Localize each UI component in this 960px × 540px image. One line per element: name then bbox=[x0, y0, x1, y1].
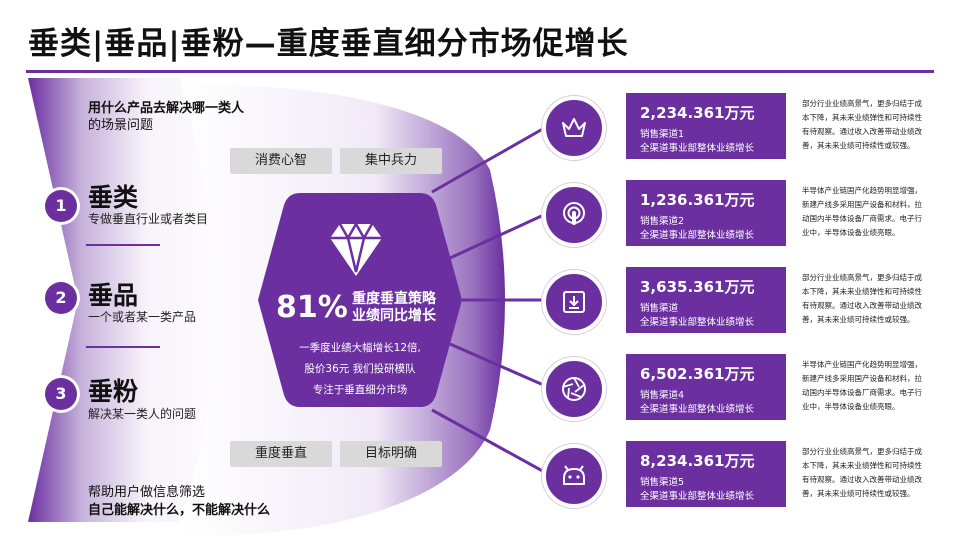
channel-label-2: 销售渠道2 bbox=[640, 216, 685, 227]
channel-desc-short-4: 全渠道事业部整体业绩增长 bbox=[640, 404, 755, 415]
pill-focus-force: 集中兵力 bbox=[340, 148, 442, 174]
channel-note-5-line4: 善，其未来业绩可持续性或较强。 bbox=[802, 489, 915, 498]
channel-icon-circle-1 bbox=[542, 96, 606, 160]
center-body-line1: 一季度业绩大幅增长12倍, bbox=[299, 342, 421, 354]
pill-heavy-vertical: 重度垂直 bbox=[230, 441, 332, 467]
connector-4 bbox=[449, 342, 549, 389]
center-body-line2: 股价36元 我们投研模队 bbox=[304, 363, 416, 375]
left-arrow-shape bbox=[28, 78, 244, 522]
channel-note-5-line2: 本下降，其未来业绩弹性和可持续性 bbox=[802, 461, 922, 470]
channel-panel-3: 3,635.361万元 销售渠道 全渠道事业部整体业绩增长 bbox=[626, 267, 786, 333]
channel-note-1-line3: 有待观察。通过收入改善带动业绩改 bbox=[802, 127, 922, 136]
channel-panel-2: 1,236.361万元 销售渠道2 全渠道事业部整体业绩增长 bbox=[626, 180, 786, 246]
bottom-note-line2: 自己能解决什么，不能解决什么 bbox=[88, 503, 271, 518]
category-sub-1: 专做垂直行业或者类目 bbox=[88, 212, 209, 226]
aperture-icon bbox=[562, 377, 586, 401]
category-divider-1 bbox=[86, 244, 160, 246]
category-number-3: 3 bbox=[45, 378, 77, 410]
connector-1 bbox=[431, 124, 549, 194]
center-head-line2: 业绩同比增长 bbox=[352, 308, 436, 324]
channel-desc-short-3: 全渠道事业部整体业绩增长 bbox=[640, 317, 755, 328]
crown-icon bbox=[562, 118, 586, 137]
channel-amount-5: 8,234.361万元 bbox=[640, 452, 755, 470]
category-number-1: 1 bbox=[45, 190, 77, 222]
category-divider-2 bbox=[86, 346, 160, 348]
channel-icon-circle-4 bbox=[542, 357, 606, 421]
center-body-line3: 专注于垂直细分市场 bbox=[312, 384, 408, 396]
channel-note-2-line4: 业中，半导体设备业绩亮眼。 bbox=[802, 228, 900, 237]
channel-desc-short-5: 全渠道事业部整体业绩增长 bbox=[640, 491, 755, 502]
channel-note-4-line2: 新建产线多采用国产设备和材料，拉 bbox=[802, 374, 922, 383]
center-head-line1: 重度垂直策略 bbox=[352, 291, 436, 307]
channel-note-3-line1: 部分行业业绩高景气，更多归结于成 bbox=[802, 273, 922, 282]
bottom-note-line1: 帮助用户做信息筛选 bbox=[88, 485, 206, 500]
channel-note-2: 半导体产业链国产化趋势明显增强， 新建产线多采用国产设备和材料，拉 动国内半导体… bbox=[802, 184, 940, 240]
channel-note-5: 部分行业业绩高景气，更多归结于成 本下降，其未来业绩弹性和可持续性 有待观察。通… bbox=[802, 445, 940, 501]
channel-icon-circle-2 bbox=[542, 183, 606, 247]
top-note-line1: 用什么产品去解决哪一类人 bbox=[88, 101, 245, 116]
channel-label-5: 销售渠道5 bbox=[640, 477, 685, 488]
channel-note-2-line2: 新建产线多采用国产设备和材料，拉 bbox=[802, 200, 922, 209]
podcast-icon bbox=[563, 202, 585, 225]
diamond-icon bbox=[330, 222, 382, 276]
channel-note-5-line3: 有待观察。通过收入改善带动业绩改 bbox=[802, 475, 922, 484]
category-title-2: 垂品 bbox=[88, 281, 139, 310]
channel-label-4: 销售渠道4 bbox=[640, 390, 685, 401]
center-hexagon bbox=[258, 193, 462, 407]
channel-label-3: 销售渠道 bbox=[640, 303, 679, 314]
page-title: 垂类|垂品|垂粉—重度垂直细分市场促增长 bbox=[28, 26, 629, 62]
channel-amount-3: 3,635.361万元 bbox=[640, 278, 755, 296]
category-number-2: 2 bbox=[45, 282, 77, 314]
channel-note-4-line3: 动国内半导体设备厂商需求。电子行 bbox=[802, 388, 922, 397]
channel-note-3-line2: 本下降，其未来业绩弹性和可持续性 bbox=[802, 287, 922, 296]
channel-note-1-line1: 部分行业业绩高景气，更多归结于成 bbox=[802, 99, 922, 108]
pill-consumer-mind: 消费心智 bbox=[230, 148, 332, 174]
channel-panel-4: 6,502.361万元 销售渠道4 全渠道事业部整体业绩增长 bbox=[626, 354, 786, 420]
title-divider bbox=[26, 70, 934, 73]
channel-note-2-line3: 动国内半导体设备厂商需求。电子行 bbox=[802, 214, 922, 223]
channel-amount-2: 1,236.361万元 bbox=[640, 191, 755, 209]
channel-icon-circle-3 bbox=[542, 270, 606, 334]
channel-note-1-line4: 善，其未来业绩可持续性或较强。 bbox=[802, 141, 915, 150]
channel-note-2-line1: 半导体产业链国产化趋势明显增强， bbox=[802, 186, 922, 195]
pill-clear-target: 目标明确 bbox=[340, 441, 442, 467]
channel-note-4-line1: 半导体产业链国产化趋势明显增强， bbox=[802, 360, 922, 369]
channel-amount-1: 2,234.361万元 bbox=[640, 104, 755, 122]
android-icon bbox=[563, 465, 585, 485]
channel-note-1-line2: 本下降，其未来业绩弹性和可持续性 bbox=[802, 113, 922, 122]
channel-desc-short-2: 全渠道事业部整体业绩增长 bbox=[640, 230, 755, 241]
channel-amount-4: 6,502.361万元 bbox=[640, 365, 755, 383]
channel-note-4-line4: 业中，半导体设备业绩亮眼。 bbox=[802, 402, 900, 411]
channel-label-1: 销售渠道1 bbox=[640, 129, 685, 140]
channel-note-3-line4: 善，其未来业绩可持续性或较强。 bbox=[802, 315, 915, 324]
category-sub-2: 一个或者某一类产品 bbox=[88, 310, 197, 324]
channel-note-4: 半导体产业链国产化趋势明显增强， 新建产线多采用国产设备和材料，拉 动国内半导体… bbox=[802, 358, 940, 414]
channel-note-5-line1: 部分行业业绩高景气，更多归结于成 bbox=[802, 447, 922, 456]
channel-note-1: 部分行业业绩高景气，更多归结于成 本下降，其未来业绩弹性和可持续性 有待观察。通… bbox=[802, 97, 940, 153]
category-sub-3: 解决某一类人的问题 bbox=[88, 407, 197, 421]
category-title-3: 垂粉 bbox=[88, 377, 139, 406]
channel-note-3-line3: 有待观察。通过收入改善带动业绩改 bbox=[802, 301, 922, 310]
channel-icon-circle-5 bbox=[542, 444, 606, 508]
channel-panel-1: 2,234.361万元 销售渠道1 全渠道事业部整体业绩增长 bbox=[626, 93, 786, 159]
download-icon bbox=[563, 291, 585, 313]
channel-panel-5: 8,234.361万元 销售渠道5 全渠道事业部整体业绩增长 bbox=[626, 441, 786, 507]
connector-2 bbox=[449, 211, 549, 260]
top-note-line2: 的场景问题 bbox=[88, 118, 154, 133]
category-title-1: 垂类 bbox=[88, 183, 139, 212]
connector-5 bbox=[431, 408, 549, 476]
channel-note-3: 部分行业业绩高景气，更多归结于成 本下降，其未来业绩弹性和可持续性 有待观察。通… bbox=[802, 271, 940, 327]
channel-desc-short-1: 全渠道事业部整体业绩增长 bbox=[640, 143, 755, 154]
center-percent: 81% bbox=[276, 290, 348, 325]
